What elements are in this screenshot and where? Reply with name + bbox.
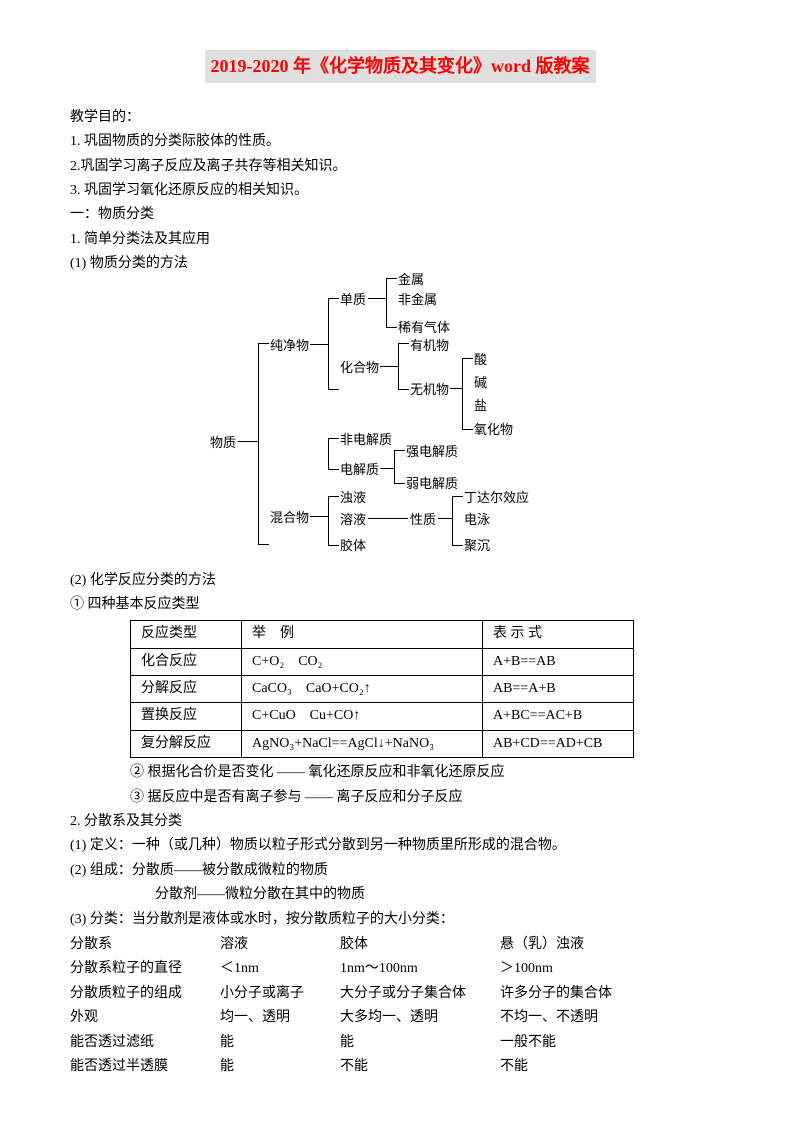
tree-electrophoresis: 电泳 (464, 510, 490, 531)
tree-salt: 盐 (474, 396, 487, 417)
tree-strong: 强电解质 (406, 442, 458, 463)
dispersion-table: 分散系 溶液 胶体 悬（乳）浊液 分散系粒子的直径 ＜1nm 1nm～100nm… (70, 933, 730, 1079)
tree-organic: 有机物 (410, 336, 449, 357)
tree-coagulate: 聚沉 (464, 536, 490, 557)
tree-elec: 电解质 (340, 460, 379, 481)
objectives-heading: 教学目的： (70, 107, 730, 129)
tree-root: 物质 (210, 433, 236, 454)
section2-comp2: 分散剂——微粒分散在其中的物质 (155, 884, 730, 906)
tree-base: 碱 (474, 373, 487, 394)
tree-compound: 化合物 (340, 358, 379, 379)
objective-1: 1. 巩固物质的分类际胶体的性质。 (70, 131, 730, 153)
tree-mixture: 混合物 (270, 508, 309, 529)
section1-sub2: (2) 化学反应分类的方法 (70, 570, 730, 592)
tree-turbid: 浊液 (340, 488, 366, 509)
objective-3: 3. 巩固学习氧化还原反应的相关知识。 (70, 180, 730, 202)
section2-heading: 2. 分散系及其分类 (70, 811, 730, 833)
section1-sub2b: ② 根据化合价是否变化 —— 氧化还原反应和非氧化还原反应 (130, 762, 730, 784)
table-header-0: 反应类型 (131, 621, 242, 648)
classification-tree: 物质 纯净物 单质 金属 非金属 稀有气体 化合物 有机物 无机物 酸 碱 盐 … (210, 278, 730, 568)
tree-colloid: 胶体 (340, 536, 366, 557)
tree-weak: 弱电解质 (406, 474, 458, 495)
tree-inorganic: 无机物 (410, 380, 449, 401)
table-header-1: 举 例 (242, 621, 483, 648)
table-header-2: 表 示 式 (483, 621, 634, 648)
section2-def: (1) 定义：一种（或几种）物质以粒子形式分散到另一种物质里所形成的混合物。 (70, 835, 730, 857)
reaction-table: 反应类型 举 例 表 示 式 化合反应 C+O₂ CO₂ A+B==AB 分解反… (130, 620, 634, 758)
page-title: 2019-2020 年《化学物质及其变化》word 版教案 (205, 50, 596, 83)
tree-property: 性质 (410, 510, 436, 531)
section1-sub2a: ① 四种基本反应类型 (70, 594, 730, 616)
section2-comp: (2) 组成：分散质——被分散成微粒的物质 (70, 860, 730, 882)
tree-acid: 酸 (474, 350, 487, 371)
tree-solution: 溶液 (340, 510, 366, 531)
tree-nonmetal: 非金属 (398, 290, 437, 311)
section1-heading: 一：物质分类 (70, 204, 730, 226)
section2-classify: (3) 分类：当分散剂是液体或水时，按分散质粒子的大小分类： (70, 909, 730, 931)
section1-sub2c: ③ 据反应中是否有离子参与 —— 离子反应和分子反应 (130, 787, 730, 809)
table-row: 置换反应 C+CuO Cu+CO↑ A+BC==AC+B (131, 703, 634, 730)
table-row: 复分解反应 AgNO₃+NaCl==AgCl↓+NaNO₃ AB+CD==AD+… (131, 730, 634, 757)
section1-sub1: 1. 简单分类法及其应用 (70, 229, 730, 251)
objective-2: 2.巩固学习离子反应及离子共存等相关知识。 (70, 156, 730, 178)
tree-tyndall: 丁达尔效应 (464, 488, 529, 509)
table-row: 分解反应 CaCO₃ CaO+CO₂↑ AB==A+B (131, 676, 634, 703)
table-row: 化合反应 C+O₂ CO₂ A+B==AB (131, 648, 634, 675)
tree-oxide: 氧化物 (474, 420, 513, 441)
tree-metal: 金属 (398, 270, 424, 291)
tree-nonelec: 非电解质 (340, 430, 392, 451)
tree-element: 单质 (340, 290, 366, 311)
tree-pure: 纯净物 (270, 336, 309, 357)
